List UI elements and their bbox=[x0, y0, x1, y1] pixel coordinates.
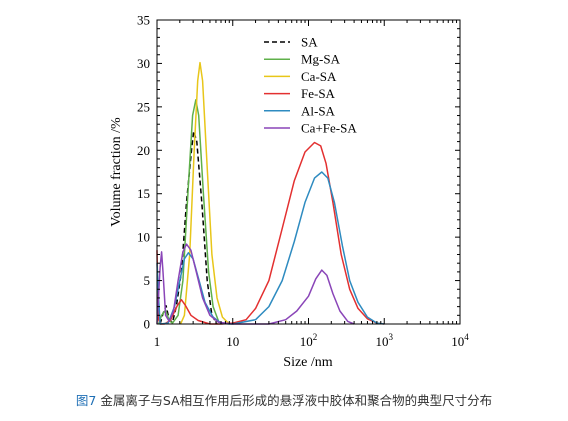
y-tick-label: 15 bbox=[137, 186, 150, 201]
series-line-mg-sa bbox=[157, 99, 224, 325]
y-tick-label: 35 bbox=[137, 13, 150, 28]
y-tick-label: 20 bbox=[137, 143, 150, 158]
x-tick-label: 103 bbox=[376, 332, 394, 349]
x-tick-label: 1 bbox=[154, 334, 161, 349]
legend-label-ca-fe-sa: Ca+Fe-SA bbox=[301, 121, 357, 136]
y-tick-label: 30 bbox=[137, 56, 150, 71]
y-tick-label: 10 bbox=[137, 230, 150, 245]
legend-label-fe-sa: Fe-SA bbox=[301, 86, 336, 101]
y-tick-label: 5 bbox=[144, 273, 151, 288]
x-tick-label: 10 bbox=[226, 334, 239, 349]
series-line-ca-fe-sa bbox=[156, 243, 355, 325]
y-tick-label: 0 bbox=[144, 317, 151, 332]
legend-label-mg-sa: Mg-SA bbox=[301, 52, 341, 67]
figure-caption: 图7 金属离子与SA相互作用后形成的悬浮液中胶体和聚合物的典型尺寸分布 bbox=[0, 390, 568, 409]
x-tick-label: 102 bbox=[300, 332, 318, 349]
x-axis-label: Size /nm bbox=[283, 355, 332, 370]
axis-ticks: 0 5 10 15 20 25 30 35 1 10 102 103 104 bbox=[137, 13, 469, 350]
series-line-ca-sa bbox=[179, 61, 230, 325]
legend: SA Mg-SA Ca-SA Fe-SA Al-SA Ca+Fe-SA bbox=[264, 35, 357, 136]
curves bbox=[156, 61, 385, 325]
legend-label-al-sa: Al-SA bbox=[301, 103, 336, 118]
x-tick-label: 104 bbox=[451, 332, 469, 349]
y-tick-label: 25 bbox=[137, 99, 150, 114]
size-distribution-chart: 0 5 10 15 20 25 30 35 1 10 102 103 104 SA Mg-SA Ca-SA F… bbox=[109, 13, 469, 371]
series-line-al-sa bbox=[156, 171, 385, 325]
figure-caption-text: 金属离子与SA相互作用后形成的悬浮液中胶体和聚合物的典型尺寸分布 bbox=[100, 393, 493, 408]
legend-label-sa: SA bbox=[301, 35, 318, 50]
series-line-sa bbox=[159, 130, 218, 325]
legend-label-ca-sa: Ca-SA bbox=[301, 69, 337, 84]
figure-label: 图7 bbox=[75, 393, 97, 408]
y-axis-label: Volume fraction /% bbox=[109, 117, 124, 227]
